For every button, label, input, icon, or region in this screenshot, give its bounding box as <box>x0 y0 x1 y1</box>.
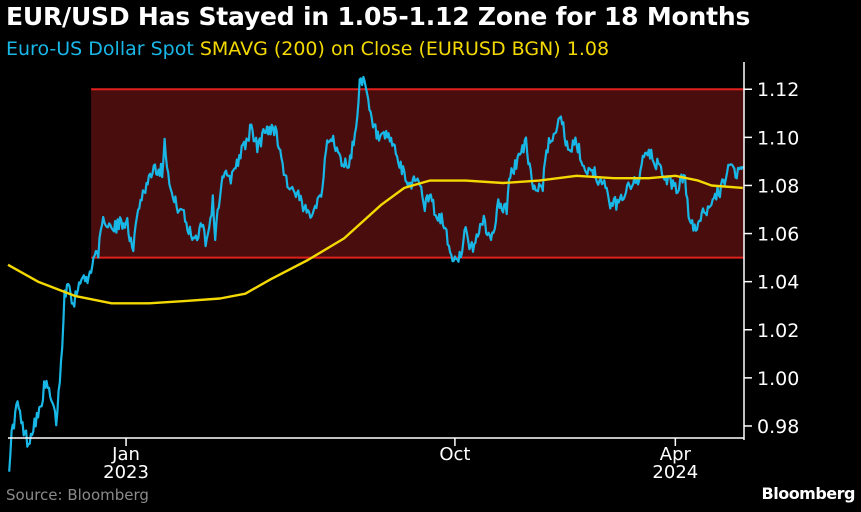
x-tick-label: Apr <box>660 444 692 465</box>
x-tick-year-label: 2024 <box>652 462 698 483</box>
y-tick-label: 1.10 <box>757 127 799 149</box>
legend-spot-label: Euro-US Dollar Spot <box>6 38 194 60</box>
y-tick-label: 1.02 <box>757 320 799 342</box>
chart-title: EUR/USD Has Stayed in 1.05-1.12 Zone for… <box>6 2 751 31</box>
y-tick-label: 1.12 <box>757 79 799 101</box>
y-tick-label: 1.00 <box>757 368 799 390</box>
source-note: Source: Bloomberg <box>6 486 149 504</box>
x-tick-label: Jan <box>111 444 140 465</box>
spot-series-line <box>8 75 744 472</box>
legend: Euro-US Dollar Spot SMAVG (200) on Close… <box>6 38 609 60</box>
x-tick-year-label: 2023 <box>103 462 149 483</box>
legend-sma-label: SMAVG (200) on Close (EURUSD BGN) 1.08 <box>199 38 610 60</box>
bloomberg-logo: Bloomberg <box>761 484 856 503</box>
x-tick-label: Oct <box>439 444 470 465</box>
y-tick-label: 1.06 <box>757 224 799 246</box>
y-tick-label: 1.08 <box>757 175 799 197</box>
sma-series-line <box>7 174 743 305</box>
y-tick-label: 1.04 <box>757 272 799 294</box>
y-tick-label: 0.98 <box>757 416 799 438</box>
